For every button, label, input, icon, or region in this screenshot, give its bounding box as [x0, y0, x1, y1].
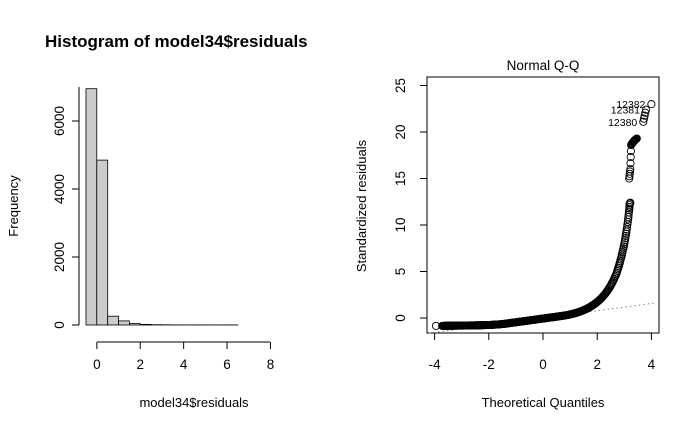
qq-point-label: 12381 — [611, 105, 640, 117]
histogram-y-tick-label: 6000 — [52, 106, 67, 136]
histogram-y-tick-label: 0 — [52, 321, 67, 329]
qq-point-label: 12380 — [608, 117, 637, 129]
qq-point — [641, 105, 651, 114]
qq-point — [632, 134, 641, 143]
qq-y-tick-label: 15 — [393, 171, 408, 186]
histogram-bar — [85, 88, 98, 326]
qq-y-tick-label: 10 — [393, 217, 408, 232]
qq-point — [622, 225, 631, 234]
qq-point — [630, 136, 639, 145]
qq-y-tick-label: 20 — [393, 124, 408, 139]
qq-y-label: Standardized residuals — [354, 139, 369, 272]
histogram-x-tick-label: 4 — [180, 357, 188, 372]
qq-point — [632, 134, 641, 144]
histogram-panel: Histogram of model34$residuals 0 2000 4000… — [6, 32, 308, 410]
qq-x-tick-label: -2 — [483, 357, 495, 372]
qq-y-tick-label: 0 — [393, 314, 408, 322]
histogram-y-label: Frequency — [6, 175, 21, 237]
histogram-bar — [96, 159, 109, 326]
qq-y-tick-label: 5 — [393, 268, 408, 276]
histogram-x-label: model34$residuals — [139, 395, 249, 410]
histogram-bar — [107, 315, 119, 326]
histogram-bars — [85, 88, 239, 326]
histogram-bar — [118, 320, 130, 326]
qq-point — [626, 159, 635, 168]
qq-point — [639, 114, 648, 123]
histogram-x-tick-label: 0 — [93, 357, 101, 372]
qq-point — [639, 117, 648, 126]
qq-point — [626, 198, 635, 207]
histogram-x-ticks: 0 2 4 6 8 — [93, 342, 274, 372]
qq-point — [623, 223, 632, 232]
qq-point — [626, 165, 635, 174]
qq-point — [624, 210, 633, 219]
qq-points — [431, 100, 656, 330]
qq-y-tick-label: 25 — [393, 78, 408, 93]
qq-x-tick-label: 0 — [539, 357, 547, 372]
histogram-x-tick-label: 8 — [267, 357, 275, 372]
histogram-y-ticks: 0 2000 4000 6000 — [52, 106, 79, 329]
qq-x-tick-label: -4 — [429, 357, 441, 372]
qq-x-ticks: -4 -2 0 2 4 — [429, 333, 656, 372]
qq-point — [631, 135, 640, 144]
histogram-y-tick-label: 4000 — [52, 174, 67, 204]
histogram-x-tick-label: 6 — [223, 357, 231, 372]
qq-x-tick-label: 2 — [593, 357, 601, 372]
qq-x-tick-label: 4 — [648, 357, 656, 372]
histogram-x-tick-label: 2 — [136, 357, 144, 372]
histogram-title: Histogram of model34$residuals — [45, 32, 308, 51]
histogram-bar — [139, 323, 152, 326]
qq-point — [626, 153, 635, 162]
qq-point — [647, 100, 656, 109]
histogram-bar — [128, 323, 141, 326]
qq-point — [640, 111, 649, 120]
qq-x-label: Theoretical Quantiles — [482, 395, 605, 410]
qq-point — [641, 108, 650, 117]
qq-point-label: 12382 — [616, 99, 645, 111]
histogram-y-tick-label: 2000 — [52, 242, 67, 272]
qq-y-ticks: 0 5 10 15 20 25 — [393, 78, 427, 322]
qq-title: Normal Q-Q — [507, 58, 580, 73]
